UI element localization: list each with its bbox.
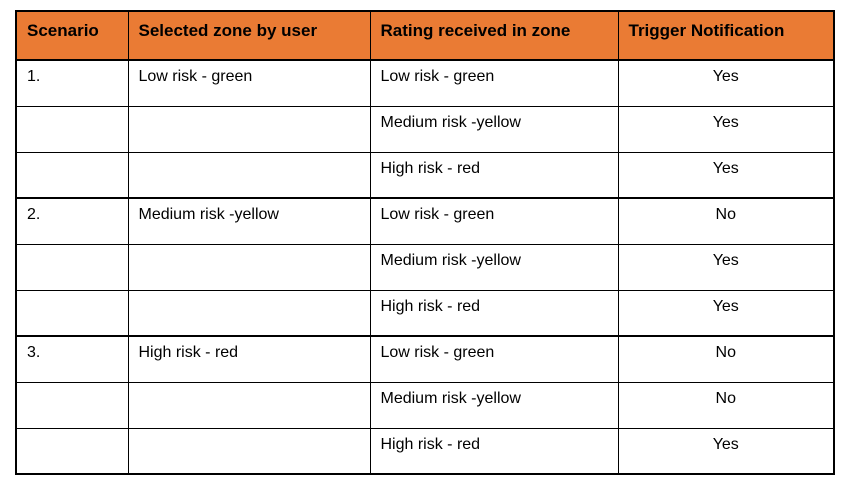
cell-selected-zone [127,105,371,153]
cell-scenario [15,381,129,429]
cell-selected-zone: High risk - red [127,335,371,383]
header-scenario: Scenario [15,10,129,61]
cell-trigger: Yes [617,243,835,291]
cell-trigger: Yes [617,427,835,475]
table-row: 1. Low risk - green Low risk - green Yes [15,59,835,107]
table-header-row: Scenario Selected zone by user Rating re… [15,10,835,61]
cell-trigger: Yes [617,105,835,153]
cell-trigger: No [617,335,835,383]
cell-trigger: No [617,381,835,429]
cell-scenario: 2. [15,197,129,245]
table-row: Medium risk -yellow Yes [15,105,835,153]
cell-scenario [15,243,129,291]
cell-rating: Medium risk -yellow [369,243,619,291]
cell-scenario [15,427,129,475]
header-selected-zone: Selected zone by user [127,10,371,61]
cell-scenario [15,105,129,153]
header-rating-received: Rating received in zone [369,10,619,61]
cell-rating: Low risk - green [369,335,619,383]
cell-scenario: 3. [15,335,129,383]
table-row: High risk - red Yes [15,427,835,475]
cell-rating: Medium risk -yellow [369,105,619,153]
cell-trigger: Yes [617,151,835,199]
cell-rating: Low risk - green [369,197,619,245]
table-row: Medium risk -yellow No [15,381,835,429]
cell-trigger: Yes [617,59,835,107]
cell-rating: High risk - red [369,427,619,475]
cell-selected-zone [127,151,371,199]
cell-selected-zone [127,243,371,291]
cell-rating: High risk - red [369,289,619,337]
table-row: High risk - red Yes [15,289,835,337]
cell-selected-zone [127,289,371,337]
cell-trigger: Yes [617,289,835,337]
cell-scenario: 1. [15,59,129,107]
cell-trigger: No [617,197,835,245]
cell-scenario [15,151,129,199]
scenario-notification-table: Scenario Selected zone by user Rating re… [15,10,835,475]
cell-selected-zone [127,381,371,429]
table-row: High risk - red Yes [15,151,835,199]
table-row: 2. Medium risk -yellow Low risk - green … [15,197,835,245]
header-trigger-notification: Trigger Notification [617,10,835,61]
cell-rating: Low risk - green [369,59,619,107]
cell-selected-zone: Low risk - green [127,59,371,107]
cell-scenario [15,289,129,337]
cell-rating: High risk - red [369,151,619,199]
table-row: Medium risk -yellow Yes [15,243,835,291]
cell-selected-zone [127,427,371,475]
table-row: 3. High risk - red Low risk - green No [15,335,835,383]
cell-selected-zone: Medium risk -yellow [127,197,371,245]
cell-rating: Medium risk -yellow [369,381,619,429]
